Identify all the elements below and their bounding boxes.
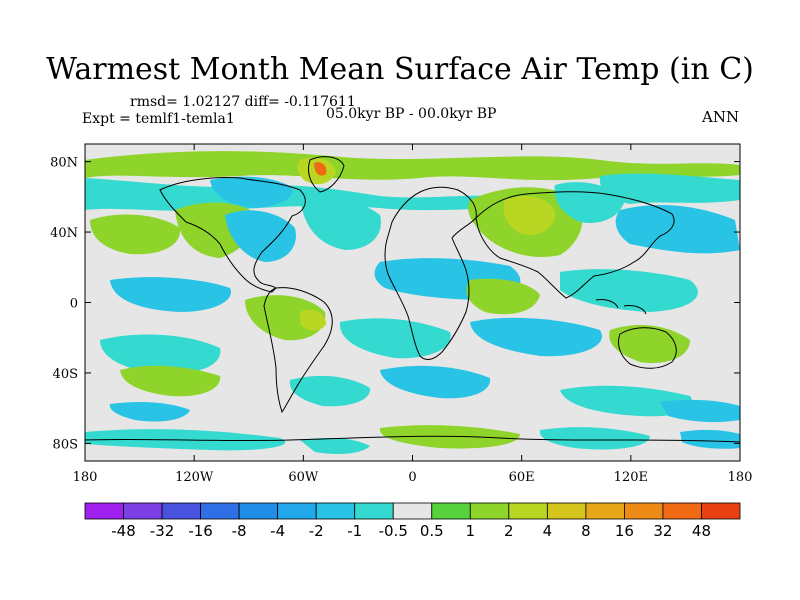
anomaly-patch [470,317,602,357]
anomaly-patch [120,365,221,397]
anomaly-patch [109,402,190,422]
anomaly-patch [100,334,221,375]
lat-axis: 80N 40N 0 40S 80S [50,156,740,452]
anomaly-field [85,151,740,454]
lon-tick-label: 60E [509,470,535,485]
lat-tick-label: 0 [70,297,78,312]
colorbar-box [315,502,356,520]
colorbar-label: -8 [232,522,247,540]
colorbar-label: -1 [347,522,362,540]
anomaly-patch [560,385,693,417]
anomaly-patch [539,427,650,450]
colorbar-box [84,502,124,520]
anomaly-patch [210,176,293,208]
anomaly-patch [85,178,520,212]
anomaly-patch [300,196,381,250]
colorbar-box [161,502,201,520]
anomaly-patch [110,277,232,312]
anomaly-patch [660,399,740,423]
colorbar-label: -0.5 [379,522,408,540]
anomaly-patch [615,205,740,254]
lon-tick-label: 120E [614,470,648,485]
lat-tick-label: 80S [53,437,78,452]
colorbar-label: -32 [150,522,175,540]
colorbar-label: 48 [692,522,711,540]
coastline-australia [617,327,677,369]
period-label: 05.0kyr BP - 00.0kyr BP [326,106,497,122]
colorbar-box [431,502,471,520]
lon-tick-label: 0 [408,470,416,485]
colorbar-box [238,502,279,520]
coastline-indonesia [595,299,647,315]
coastline-asia [475,191,675,299]
lon-tick-label: 180 [73,470,98,485]
colorbar-box [277,502,317,520]
colorbar-box [585,502,625,520]
coastline-antarctica [85,435,740,443]
anomaly-patch [90,214,181,255]
colorbar-box [624,502,664,520]
colorbar-label: 4 [543,522,553,540]
colorbar-label: -2 [309,522,324,540]
anomaly-patch [680,429,740,449]
anomaly-patch [599,173,740,204]
colorbar-label: 8 [581,522,591,540]
season-label: ANN [702,108,740,126]
anomaly-patch [225,210,296,262]
colorbar-box [392,502,433,520]
colorbar-box [701,502,741,520]
anomaly-patch [503,196,556,235]
lat-tick-label: 40N [50,226,78,241]
experiment-label: Expt = temlf1-temla1 [82,111,235,127]
colorbar-label: 16 [615,522,634,540]
colorbar-label: 0.5 [420,522,444,540]
anomaly-patch [314,162,327,176]
colorbar-box [469,502,510,520]
coastlines [85,156,740,443]
map-title: Warmest Month Mean Surface Air Temp (in … [46,52,754,87]
anomaly-patch [560,269,698,312]
lat-tick-label: 40S [53,367,78,382]
colorbar-box [200,502,240,520]
stats-label: rmsd= 1.02127 diff= -0.117611 [130,94,356,110]
colorbar-box [508,502,548,520]
anomaly-patch [85,151,740,181]
lon-tick-label: 60W [288,470,319,485]
colorbar-label: 32 [653,522,672,540]
colorbar-label: -16 [188,522,213,540]
coastline-europe-africa [384,186,477,360]
lon-tick-label: 120W [175,470,214,485]
map-panel [85,144,740,461]
lon-tick-label: 180 [728,470,753,485]
anomaly-patch [289,375,371,407]
colorbar-box [546,502,587,520]
colorbar-box [354,502,394,520]
anomaly-patch [466,278,540,315]
colorbar-label: -4 [270,522,285,540]
coastline-greenland [307,156,345,193]
anomaly-patch [380,365,491,399]
colorbar-label: 2 [504,522,514,540]
anomaly-patch [300,438,370,454]
colorbar-label: -48 [111,522,136,540]
colorbar: -48 -32 -16 -8 -4 -2 -1 -0.5 0.5 1 2 4 8 16 32 48 [84,502,741,540]
lat-tick-label: 80N [50,156,78,171]
anomaly-patch [300,309,326,331]
colorbar-box [662,502,702,520]
anomaly-patch [609,325,690,364]
anomaly-patch [554,182,625,224]
colorbar-box [123,502,163,520]
anomaly-patch [245,295,326,341]
coastline-north-america [159,177,306,293]
coastline-south-america [263,287,333,414]
anomaly-patch [339,318,451,359]
lon-axis: 180 120W 60W 0 60E 120E 180 [73,144,753,485]
colorbar-label: 1 [466,522,476,540]
